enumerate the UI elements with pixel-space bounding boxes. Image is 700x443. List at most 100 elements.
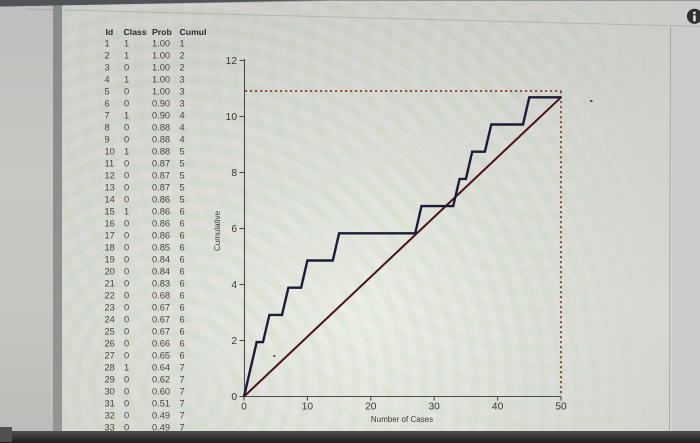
svg-text:1: 1 [124,39,129,49]
svg-text:0: 0 [124,375,129,385]
svg-text:0: 0 [124,135,129,145]
svg-text:0.67: 0.67 [152,303,170,313]
svg-text:5: 5 [180,195,185,205]
svg-text:12: 12 [105,171,115,181]
svg-text:13: 13 [105,183,115,193]
svg-text:0: 0 [124,219,129,229]
svg-text:14: 14 [105,195,115,205]
svg-text:7: 7 [180,387,185,397]
svg-text:0.87: 0.87 [152,183,170,193]
svg-text:25: 25 [105,327,115,337]
svg-text:0: 0 [124,255,129,265]
svg-text:0.62: 0.62 [152,375,170,385]
svg-text:1.00: 1.00 [152,51,170,61]
svg-text:5: 5 [180,171,185,181]
svg-text:0: 0 [124,231,129,241]
svg-text:0.49: 0.49 [152,423,170,433]
svg-text:6: 6 [180,231,185,241]
svg-text:1.00: 1.00 [152,87,170,97]
svg-text:0.87: 0.87 [152,159,170,169]
svg-text:Prob: Prob [152,27,172,37]
svg-text:0.86: 0.86 [152,195,170,205]
svg-text:50: 50 [555,402,567,413]
svg-text:1: 1 [124,363,129,373]
svg-text:1.00: 1.00 [152,63,170,73]
svg-text:15: 15 [105,207,115,217]
svg-text:27: 27 [105,351,115,361]
svg-text:6: 6 [180,339,185,349]
svg-text:20: 20 [365,402,377,413]
svg-text:6: 6 [180,243,185,253]
svg-text:33: 33 [105,423,115,433]
svg-text:0.67: 0.67 [152,327,170,337]
svg-text:0: 0 [124,303,129,313]
svg-text:32: 32 [105,411,115,421]
svg-text:0: 0 [124,399,129,409]
svg-text:0: 0 [124,411,129,421]
svg-text:6: 6 [180,315,185,325]
svg-text:6: 6 [180,255,185,265]
svg-text:0: 0 [124,195,129,205]
svg-text:1.00: 1.00 [152,39,170,49]
svg-text:4: 4 [231,280,237,291]
svg-text:1: 1 [180,39,185,49]
svg-text:4: 4 [105,75,110,85]
svg-text:31: 31 [105,399,115,409]
svg-text:0: 0 [124,159,129,169]
svg-text:5: 5 [180,159,185,169]
svg-text:6: 6 [180,327,185,337]
svg-text:26: 26 [105,339,115,349]
svg-text:0.88: 0.88 [152,123,170,133]
svg-text:1: 1 [124,147,129,157]
svg-text:0: 0 [124,123,129,133]
svg-text:0.67: 0.67 [152,315,170,325]
svg-text:16: 16 [105,219,115,229]
svg-text:6: 6 [180,303,185,313]
svg-text:0: 0 [124,171,129,181]
svg-text:0: 0 [124,291,129,301]
svg-text:11: 11 [105,159,115,169]
svg-text:2: 2 [180,63,185,73]
svg-text:21: 21 [105,279,115,289]
svg-text:2: 2 [231,336,237,347]
svg-text:Id: Id [106,27,114,37]
svg-text:22: 22 [105,291,115,301]
svg-text:10: 10 [302,402,314,413]
svg-text:2: 2 [180,51,185,61]
svg-text:4: 4 [180,135,185,145]
svg-text:0: 0 [124,327,129,337]
svg-text:30: 30 [105,387,115,397]
svg-text:0: 0 [124,87,129,97]
svg-text:6: 6 [180,207,185,217]
svg-text:0.88: 0.88 [152,135,170,145]
svg-text:0: 0 [124,339,129,349]
svg-text:0.64: 0.64 [152,363,170,373]
svg-text:6: 6 [105,99,110,109]
svg-text:0.51: 0.51 [152,399,170,409]
svg-text:7: 7 [180,375,185,385]
svg-text:30: 30 [429,402,441,413]
svg-text:Class: Class [124,27,147,37]
svg-text:10: 10 [226,112,238,123]
svg-text:12: 12 [226,56,238,67]
svg-text:0: 0 [124,99,129,109]
svg-text:0.85: 0.85 [152,243,170,253]
svg-text:0.60: 0.60 [152,387,170,397]
svg-text:3: 3 [180,87,185,97]
svg-text:7: 7 [180,399,185,409]
svg-text:6: 6 [180,291,185,301]
svg-text:0.84: 0.84 [152,255,170,265]
svg-text:0: 0 [124,387,129,397]
svg-text:4: 4 [180,111,185,121]
svg-text:0.84: 0.84 [152,267,170,277]
svg-text:0.65: 0.65 [152,351,170,361]
svg-text:0.49: 0.49 [152,411,170,421]
svg-text:29: 29 [105,375,115,385]
svg-text:6: 6 [180,351,185,361]
svg-text:20: 20 [105,267,115,277]
svg-text:0: 0 [241,402,247,413]
svg-text:0: 0 [124,267,129,277]
svg-text:Cumulative: Cumulative [213,210,222,251]
svg-text:0: 0 [124,63,129,73]
svg-text:6: 6 [180,219,185,229]
